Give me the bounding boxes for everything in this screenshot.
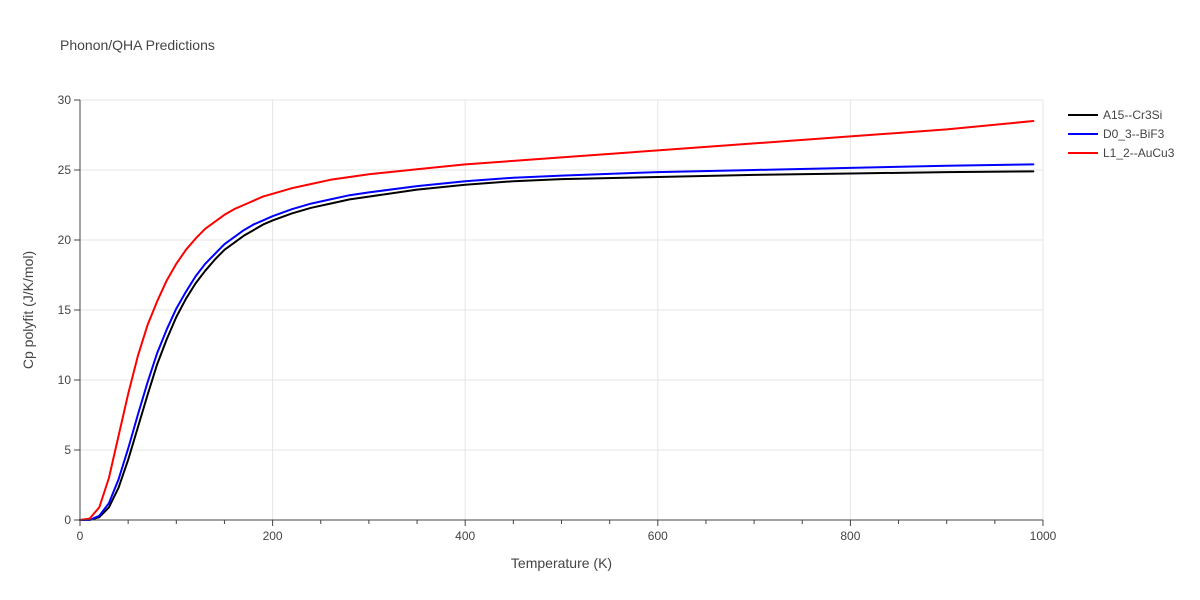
plot-area (79, 120, 1035, 521)
series-line-L1_2--AuCu3 (79, 120, 1035, 521)
legend-label-A15--Cr3Si: A15--Cr3Si (1103, 108, 1162, 122)
y-tick-label: 10 (58, 373, 72, 387)
legend: A15--Cr3Si D0_3--BiF3 L1_2--AuCu3 (1068, 108, 1175, 160)
legend-label-L1_2--AuCu3: L1_2--AuCu3 (1103, 146, 1175, 160)
axes: 0 200 400 600 800 1000 0 5 10 15 20 25 30 (58, 93, 1057, 543)
y-tick-label: 20 (58, 233, 72, 247)
x-tick-label: 400 (455, 529, 475, 543)
y-tick-label: 5 (64, 443, 71, 457)
x-tick-label: 200 (263, 529, 283, 543)
grid (80, 99, 1044, 520)
series-line-A15--Cr3Si (79, 170, 1035, 521)
x-tick-label: 0 (77, 529, 84, 543)
y-tick-label: 30 (58, 93, 72, 107)
x-tick-label: 600 (648, 529, 668, 543)
chart-title: Phonon/QHA Predictions (60, 37, 215, 53)
series-line-D0_3--BiF3 (79, 163, 1035, 521)
x-tick-label: 800 (840, 529, 860, 543)
y-tick-label: 0 (64, 513, 71, 527)
y-axis-title: Cp polyfit (J/K/mol) (20, 251, 36, 369)
y-tick-label: 25 (58, 163, 72, 177)
x-tick-label: 1000 (1030, 529, 1057, 543)
x-axis-title: Temperature (K) (511, 555, 612, 571)
legend-label-D0_3--BiF3: D0_3--BiF3 (1103, 127, 1165, 141)
y-tick-label: 15 (58, 303, 72, 317)
